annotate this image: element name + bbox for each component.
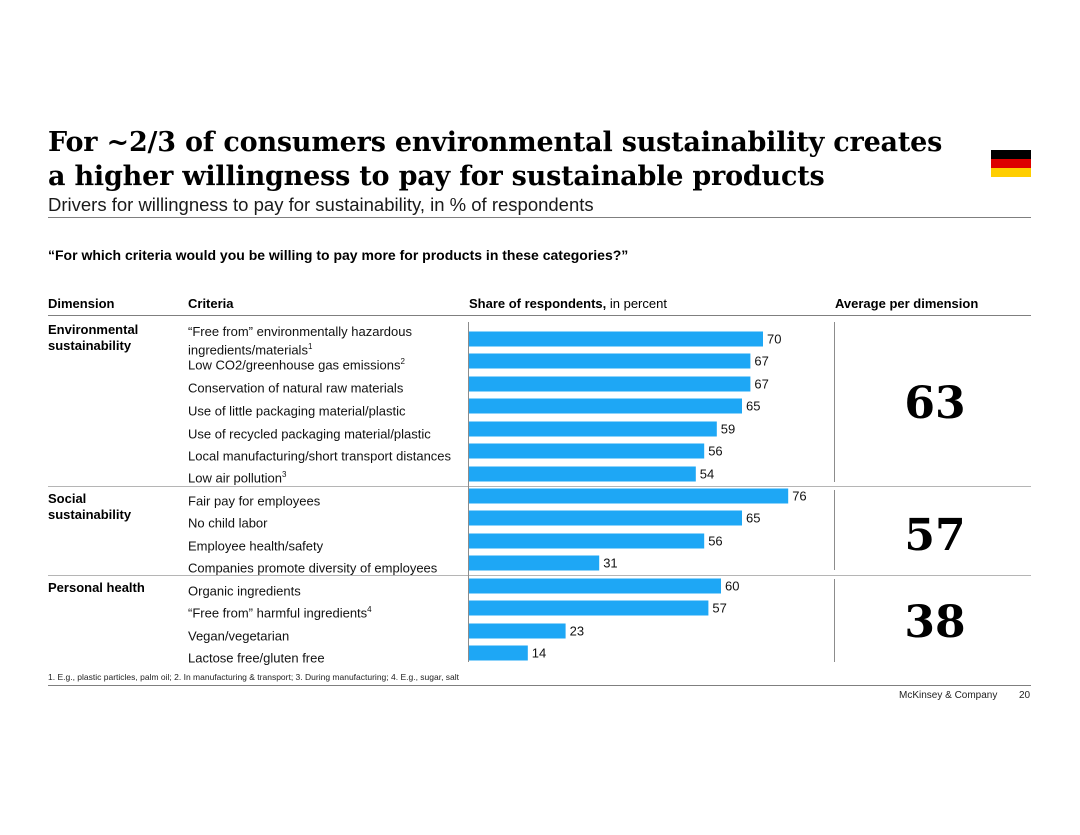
- criteria-label: “Free from” harmful ingredients4: [188, 605, 372, 621]
- bar-value-label: 56: [708, 534, 722, 549]
- bar-value-label: 65: [746, 511, 760, 526]
- bar-value-label: 59: [721, 422, 735, 437]
- page-title: For ~2/3 of consumers environmental sust…: [48, 127, 943, 192]
- criteria-label: Local manufacturing/short transport dist…: [188, 448, 452, 464]
- bar-value-label: 23: [570, 624, 584, 639]
- header-share: Share of respondents, in percent: [469, 296, 667, 311]
- bar-value-label: 54: [700, 467, 714, 482]
- bar: [469, 533, 705, 549]
- bar: [469, 353, 751, 369]
- bar-value-label: 60: [725, 579, 739, 594]
- dimension-social: Social sustainability: [48, 491, 132, 522]
- germany-flag-icon: [991, 150, 1031, 177]
- bar: [469, 600, 709, 616]
- criteria-label: Conservation of natural raw materials: [188, 380, 404, 396]
- header-share-bold: Share of respondents,: [469, 296, 607, 311]
- criteria-label: Use of recycled packaging material/plast…: [188, 426, 431, 442]
- title-divider: [48, 217, 1031, 218]
- average-personal-health: 38: [904, 597, 966, 648]
- criteria-label: Low CO2/greenhouse gas emissions2: [188, 357, 405, 373]
- flag-stripe-red: [991, 159, 1031, 168]
- page-number: 20: [1019, 690, 1031, 701]
- group-divider: [48, 575, 1031, 576]
- average-social: 57: [904, 510, 966, 561]
- bar: [469, 466, 696, 482]
- survey-question: “For which criteria would you be willing…: [48, 247, 629, 263]
- bar: [469, 645, 528, 661]
- dimension-environmental: Environmental sustainability: [48, 322, 139, 353]
- bar-value-label: 70: [767, 332, 781, 347]
- page-subtitle: Drivers for willingness to pay for susta…: [48, 194, 594, 215]
- criteria-label: Vegan/vegetarian: [188, 628, 290, 644]
- criteria-label: Companies promote diversity of employees: [188, 560, 438, 576]
- footnote: 1. E.g., plastic particles, palm oil; 2.…: [48, 672, 460, 682]
- bar-value-label: 76: [792, 489, 806, 504]
- bar: [469, 510, 742, 526]
- bar-value-label: 14: [532, 646, 546, 661]
- bar: [469, 555, 600, 571]
- header-dimension: Dimension: [48, 296, 115, 311]
- bar: [469, 623, 566, 639]
- footer-divider: [48, 685, 1031, 686]
- bar-value-label: 56: [708, 444, 722, 459]
- header-criteria: Criteria: [188, 296, 234, 311]
- average-divider: [834, 322, 835, 482]
- bar: [469, 376, 751, 392]
- average-divider: [834, 579, 835, 662]
- dimension-personal-health: Personal health: [48, 580, 145, 595]
- bar: [469, 421, 717, 437]
- bar: [469, 398, 742, 414]
- brand-name: McKinsey & Company: [899, 690, 998, 701]
- header-share-unit: in percent: [606, 296, 667, 311]
- bar-value-label: 65: [746, 399, 760, 414]
- criteria-label: “Free from” environmentally hazardous in…: [188, 324, 412, 358]
- bar: [469, 488, 789, 504]
- flag-stripe-black: [991, 150, 1031, 159]
- criteria-label: Fair pay for employees: [188, 493, 321, 509]
- bar-value-label: 67: [754, 377, 768, 392]
- bar-value-label: 67: [754, 354, 768, 369]
- criteria-label: Low air pollution3: [188, 470, 287, 486]
- bar: [469, 443, 705, 459]
- chart-axis: [468, 322, 469, 662]
- bar-value-label: 57: [712, 601, 726, 616]
- criteria-label: Employee health/safety: [188, 538, 324, 554]
- bar: [469, 331, 763, 347]
- bar: [469, 578, 721, 594]
- criteria-label: Lactose free/gluten free: [188, 650, 325, 666]
- bar-value-label: 31: [603, 556, 617, 571]
- group-divider: [48, 486, 1031, 487]
- header-divider: [48, 315, 1031, 316]
- criteria-label: Organic ingredients: [188, 583, 301, 599]
- header-average: Average per dimension: [835, 296, 979, 311]
- flag-stripe-gold: [991, 168, 1031, 177]
- average-divider: [834, 490, 835, 570]
- average-environmental: 63: [904, 378, 966, 429]
- criteria-label: Use of little packaging material/plastic: [188, 403, 406, 419]
- criteria-label: No child labor: [188, 515, 268, 531]
